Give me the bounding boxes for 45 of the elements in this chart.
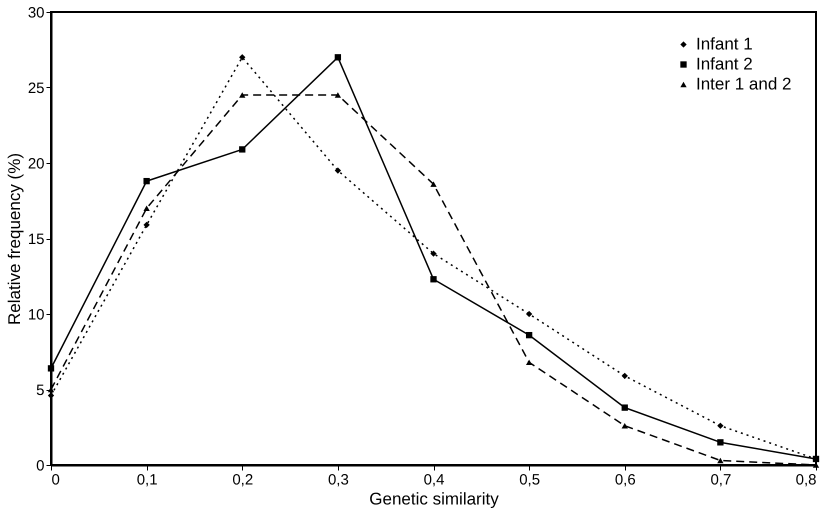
y-tick-label: 20 [28, 156, 44, 172]
x-tick-label: 0,8 [796, 472, 816, 488]
point [239, 54, 246, 60]
y-tick-label: 0 [36, 458, 44, 474]
x-tick-label: 0,6 [614, 472, 636, 488]
point [334, 54, 342, 60]
point [717, 439, 724, 446]
legend-label: Infant 1 [696, 34, 753, 54]
y-tick-label: 15 [28, 231, 44, 248]
x-tick-label: 0,4 [424, 472, 444, 488]
point [622, 404, 628, 411]
point [239, 92, 246, 98]
point [334, 92, 342, 98]
x-tick-label: 0,5 [519, 472, 540, 488]
point [717, 422, 724, 429]
x-tick-label: 0,1 [136, 472, 158, 488]
point [48, 365, 54, 372]
point [48, 392, 54, 399]
legend-label: Inter 1 and 2 [696, 74, 792, 94]
point [334, 167, 342, 174]
point [526, 360, 532, 366]
x-tick-label: 0,3 [328, 472, 349, 488]
point [622, 372, 628, 380]
x-tick-label: 0,7 [710, 472, 732, 488]
y-axis-title: Relative frequency (%) [4, 153, 24, 325]
point [143, 178, 150, 184]
point [239, 146, 246, 153]
x-tick-label: 0,2 [232, 472, 254, 488]
point [143, 222, 150, 228]
point [430, 276, 437, 282]
point [812, 456, 820, 462]
point [717, 458, 724, 464]
point [622, 423, 628, 428]
point [526, 332, 532, 338]
x-tick-label: 0 [52, 472, 60, 488]
point [526, 310, 532, 318]
x-axis-title: Genetic similarity [369, 490, 500, 508]
y-tick-label: 25 [28, 80, 44, 97]
legend-label: Infant 2 [696, 54, 753, 74]
point [430, 250, 437, 257]
point [143, 206, 150, 212]
y-tick-label: 10 [28, 306, 44, 324]
y-tick-label: 30 [28, 4, 44, 22]
y-tick-label: 5 [36, 382, 44, 399]
point [430, 181, 437, 187]
